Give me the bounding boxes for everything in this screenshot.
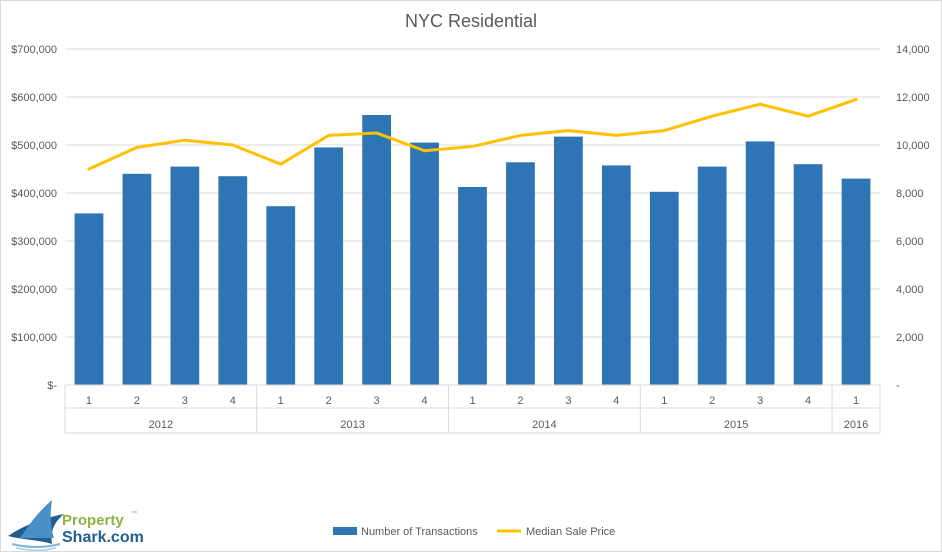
legend-label-transactions: Number of Transactions [361, 526, 478, 538]
y-right-tick-label: 8,000 [896, 188, 924, 200]
x-tick-label: 2 [709, 395, 715, 407]
y-right-tick-label: 10,000 [896, 140, 930, 152]
x-tick-label: 1 [469, 395, 475, 407]
y-left-tick-label: $400,000 [11, 188, 57, 200]
line-series [87, 97, 858, 171]
bar [697, 166, 727, 385]
y-left-tick-label: $200,000 [11, 284, 57, 296]
bar [458, 187, 487, 385]
bar [506, 162, 535, 385]
y-right-tick-label: 2,000 [896, 332, 924, 344]
legend: Number of Transactions Median Sale Price [333, 526, 615, 538]
propertyshark-logo: Property ™ Shark.com [8, 500, 144, 551]
x-group-label: 2016 [844, 419, 868, 431]
x-tick-label: 4 [230, 395, 236, 407]
x-tick-label: 2 [326, 395, 332, 407]
bar [170, 166, 200, 385]
shark-fin-icon [8, 500, 64, 551]
x-tick-label: 1 [86, 395, 92, 407]
x-tick-label: 3 [182, 395, 188, 407]
x-tick-label: 3 [565, 395, 571, 407]
x-group-label: 2013 [340, 419, 364, 431]
x-tick-label: 4 [613, 395, 619, 407]
bar [218, 176, 248, 385]
legend-swatch-transactions [333, 527, 357, 535]
x-group-label: 2012 [149, 419, 173, 431]
x-tick-label: 4 [805, 395, 811, 407]
bar [554, 136, 583, 385]
x-tick-label: 3 [374, 395, 380, 407]
y-right-tick-label: 6,000 [896, 236, 924, 248]
logo-word-shark: Shark.com [62, 529, 144, 546]
y-right-tick-label: 14,000 [896, 44, 930, 56]
chart-title: NYC Residential [405, 11, 537, 31]
logo-word-property: Property [62, 512, 124, 529]
bar [314, 147, 344, 385]
bar [266, 206, 296, 385]
x-tick-label: 1 [661, 395, 667, 407]
y-left-tick-label: $- [47, 380, 57, 392]
y-right-tick-label: 12,000 [896, 92, 930, 104]
bar [410, 142, 439, 385]
y-left-tick-label: $600,000 [11, 92, 57, 104]
x-tick-label: 2 [134, 395, 140, 407]
bar-series [74, 115, 871, 385]
x-tick-label: 3 [757, 395, 763, 407]
bar [745, 141, 775, 385]
bar [649, 191, 679, 385]
bar [122, 173, 152, 385]
y-left-tick-label: $500,000 [11, 140, 57, 152]
bar [362, 115, 391, 385]
median-price-line [87, 97, 858, 171]
bar [793, 164, 823, 385]
y-left-tick-label: $100,000 [11, 332, 57, 344]
bar [74, 213, 104, 385]
x-tick-label: 2 [517, 395, 523, 407]
y-left-tick-label: $300,000 [11, 236, 57, 248]
logo-trademark: ™ [131, 510, 137, 517]
x-group-label: 2015 [724, 419, 748, 431]
x-tick-label: 1 [853, 395, 859, 407]
axes: $- - $100,000 2,000 $200,000 4,000 $300,000 6,0… [11, 44, 930, 434]
y-right-tick-label: - [896, 380, 900, 392]
legend-label-median-price: Median Sale Price [526, 526, 615, 538]
x-tick-label: 4 [421, 395, 427, 407]
bar [841, 178, 871, 385]
x-group-label: 2014 [532, 419, 556, 431]
bar [601, 165, 631, 385]
y-left-tick-label: $700,000 [11, 44, 57, 56]
y-right-tick-label: 4,000 [896, 284, 924, 296]
x-tick-label: 1 [278, 395, 284, 407]
